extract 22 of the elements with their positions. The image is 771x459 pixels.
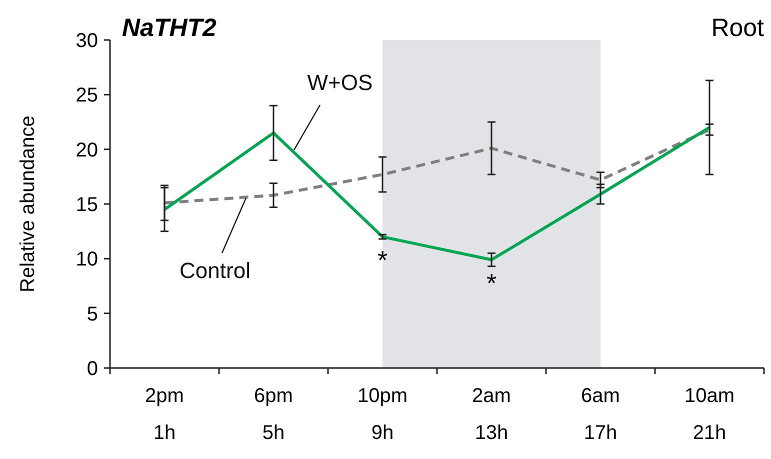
y-axis-title: Relative abundance [17, 116, 39, 292]
y-tick-label: 30 [76, 30, 98, 52]
x-tick-label: 10pm 9h [357, 385, 408, 444]
chart-title: NaTHT2 [122, 14, 217, 42]
y-tick-label: 15 [76, 194, 98, 216]
line-series [163, 126, 711, 262]
annotation: * [377, 245, 388, 275]
y-tick-label: 20 [76, 139, 98, 162]
y-tick-label: 0 [86, 358, 98, 380]
line-series [163, 128, 711, 204]
y-tick-label: 25 [76, 84, 98, 107]
x-tick-label: 2pm 1h [145, 385, 184, 444]
y-tick-label: 10 [76, 248, 98, 271]
x-tick-label: 10am 21h [684, 385, 735, 444]
text: Control [180, 258, 250, 283]
y-tick-label: 5 [86, 303, 98, 326]
text: W+OS [307, 70, 373, 95]
annotation: * [486, 268, 497, 298]
annotation: Root [711, 14, 764, 42]
x-tick-label: 6am 17h [581, 385, 620, 444]
x-tick-label: 2am 13h [472, 385, 511, 444]
x-tick-label: 6pm 5h [254, 385, 293, 444]
